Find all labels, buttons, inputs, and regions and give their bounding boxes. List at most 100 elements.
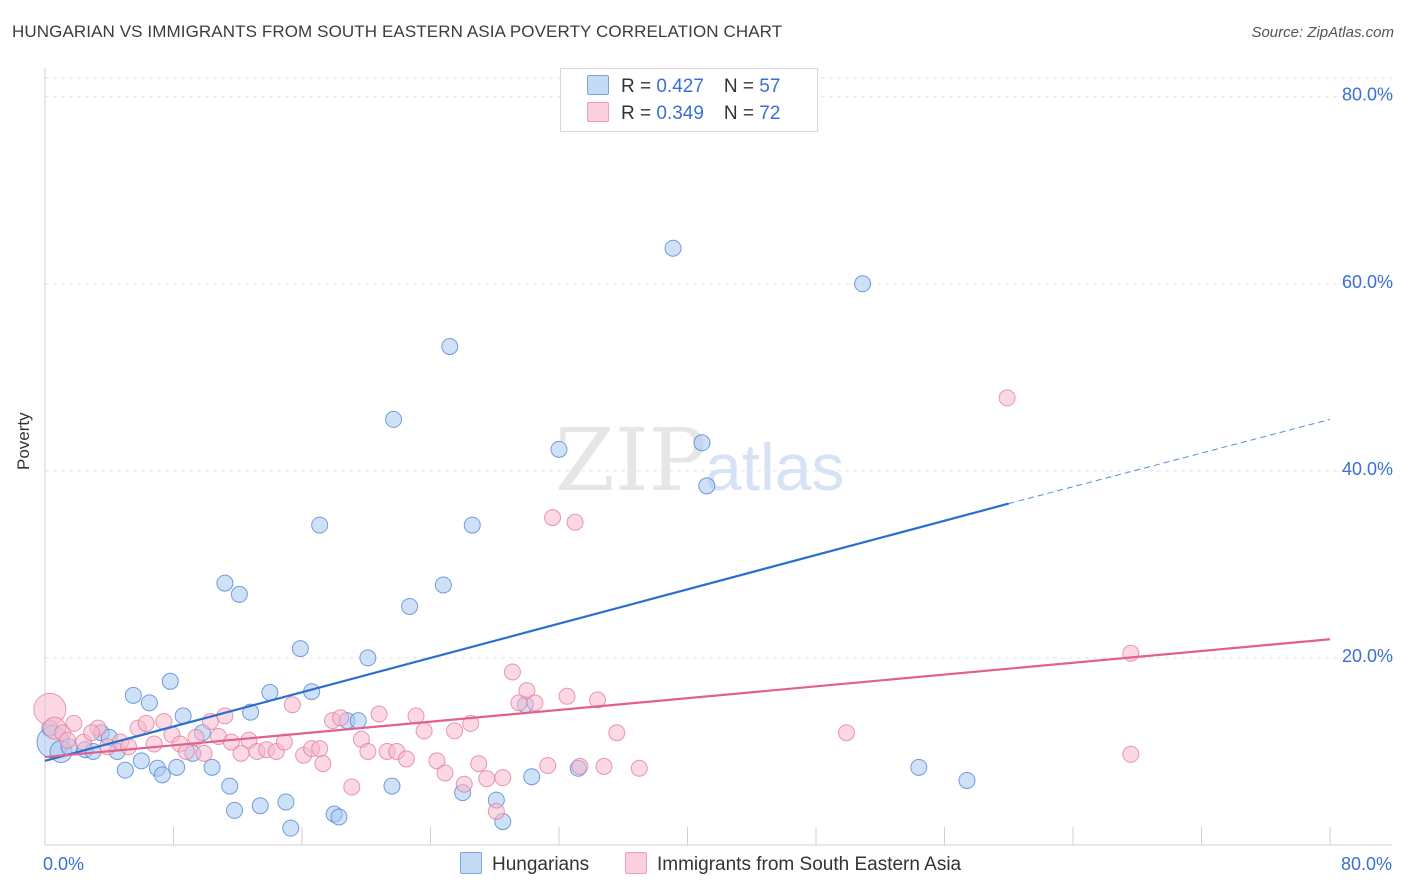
bottom-legend-hungarians[interactable]: Hungarians (460, 852, 589, 876)
immigrant-point (137, 714, 155, 732)
immigrant-point (187, 728, 205, 746)
immigrant-trend-line (44, 638, 1331, 759)
watermark-zip: ZIP (555, 411, 707, 511)
immigrant-point (503, 663, 521, 681)
hungarian-point (251, 797, 269, 815)
immigrant-point (65, 714, 83, 732)
hungarian-point (226, 801, 244, 819)
immigrant-point (120, 738, 138, 756)
immigrant-point (526, 694, 544, 712)
immigrant-point (518, 682, 536, 700)
immigrant-point (311, 740, 329, 758)
x-tick-label: 80.0% (1341, 854, 1392, 874)
legend-n-value: 57 (759, 76, 781, 97)
hungarian-point (311, 516, 329, 534)
hungarian-point (230, 585, 248, 603)
hungarian-point (277, 793, 295, 811)
immigrant-point (343, 778, 361, 796)
immigrant-point (470, 755, 488, 773)
hungarian-point (383, 777, 401, 795)
hungarian-point (664, 239, 682, 257)
chart-title: HUNGARIAN VS IMMIGRANTS FROM SOUTH EASTE… (12, 22, 783, 41)
legend-r-value: 0.349 (656, 103, 704, 124)
hungarian-point (221, 777, 239, 795)
immigrant-point (544, 509, 562, 527)
hungarian-point (203, 758, 221, 776)
hungarian-point (441, 337, 459, 355)
y-axis-label: Poverty (14, 412, 33, 470)
immigrant-point (359, 742, 377, 760)
hungarian-point (523, 768, 541, 786)
immigrant-point (145, 735, 163, 753)
immigrant-point (558, 687, 576, 705)
legend-n-value: 72 (759, 103, 781, 124)
hungarian-point (242, 703, 260, 721)
immigrant-point (195, 744, 213, 762)
hungarian-trend-line (44, 502, 1010, 762)
hungarian-point (434, 576, 452, 594)
hungarian-point (291, 640, 309, 658)
immigrant-point (314, 755, 332, 773)
immigrant-point (370, 705, 388, 723)
y-tick-label: 20.0% (1342, 646, 1393, 666)
y-tick-label: 60.0% (1342, 272, 1393, 292)
immigrant-point (608, 724, 626, 742)
hungarian-trend-extension (1008, 418, 1331, 505)
hungarian-point (330, 808, 348, 826)
immigrant-point (436, 764, 454, 782)
bottom-legend-immigrants[interactable]: Immigrants from South Eastern Asia (625, 852, 961, 876)
legend-swatch-pink (625, 852, 647, 874)
hungarian-point (910, 758, 928, 776)
hungarian-point (698, 477, 716, 495)
x-tick-label: 0.0% (43, 854, 84, 874)
immigrant-point (455, 775, 473, 793)
hungarian-point (116, 761, 134, 779)
hungarian-point (385, 410, 403, 428)
hungarian-point (349, 712, 367, 730)
immigrant-point (478, 770, 496, 788)
hungarian-point (153, 766, 171, 784)
legend-row-immigrants: R = 0.349 N = 72 (587, 102, 780, 125)
hungarian-point (140, 694, 158, 712)
immigrant-point (332, 709, 350, 727)
immigrant-point (571, 757, 589, 775)
immigrant-point (595, 757, 613, 775)
grid-lines (45, 77, 1392, 659)
tick-labels: 20.0% 40.0% 60.0% 80.0% 0.0% 80.0% (43, 85, 1393, 874)
immigrant-point (566, 513, 584, 531)
immigrant-point (487, 802, 505, 820)
hungarian-point (463, 516, 481, 534)
immigrant-point (58, 731, 76, 749)
immigrant-point (998, 389, 1016, 407)
hungarian-point (854, 275, 872, 293)
data-points (33, 239, 1140, 837)
immigrant-point (222, 733, 240, 751)
hungarian-point (161, 672, 179, 690)
immigrant-point (838, 724, 856, 742)
immigrant-point (1122, 745, 1140, 763)
legend-swatch-blue (587, 75, 609, 95)
immigrant-point (83, 724, 101, 742)
hungarian-point (359, 649, 377, 667)
immigrant-point (177, 742, 195, 760)
immigrant-point (428, 752, 446, 770)
immigrant-point (446, 722, 464, 740)
hungarian-point (958, 771, 976, 789)
immigrant-point (415, 722, 433, 740)
hungarian-point (550, 440, 568, 458)
y-tick-label: 40.0% (1342, 459, 1393, 479)
immigrant-point (630, 759, 648, 777)
legend-row-hungarians: R = 0.427 N = 57 (587, 75, 780, 98)
immigrant-point (283, 696, 301, 714)
watermark: ZIP atlas (555, 411, 844, 511)
immigrant-point (397, 750, 415, 768)
hungarian-point (132, 752, 150, 770)
immigrant-point (539, 756, 557, 774)
hungarian-point (124, 686, 142, 704)
source-label: Source: ZipAtlas.com (1251, 24, 1394, 41)
hungarian-point (168, 758, 186, 776)
immigrant-point (589, 691, 607, 709)
hungarian-point (401, 597, 419, 615)
legend-swatch-pink (587, 102, 609, 122)
